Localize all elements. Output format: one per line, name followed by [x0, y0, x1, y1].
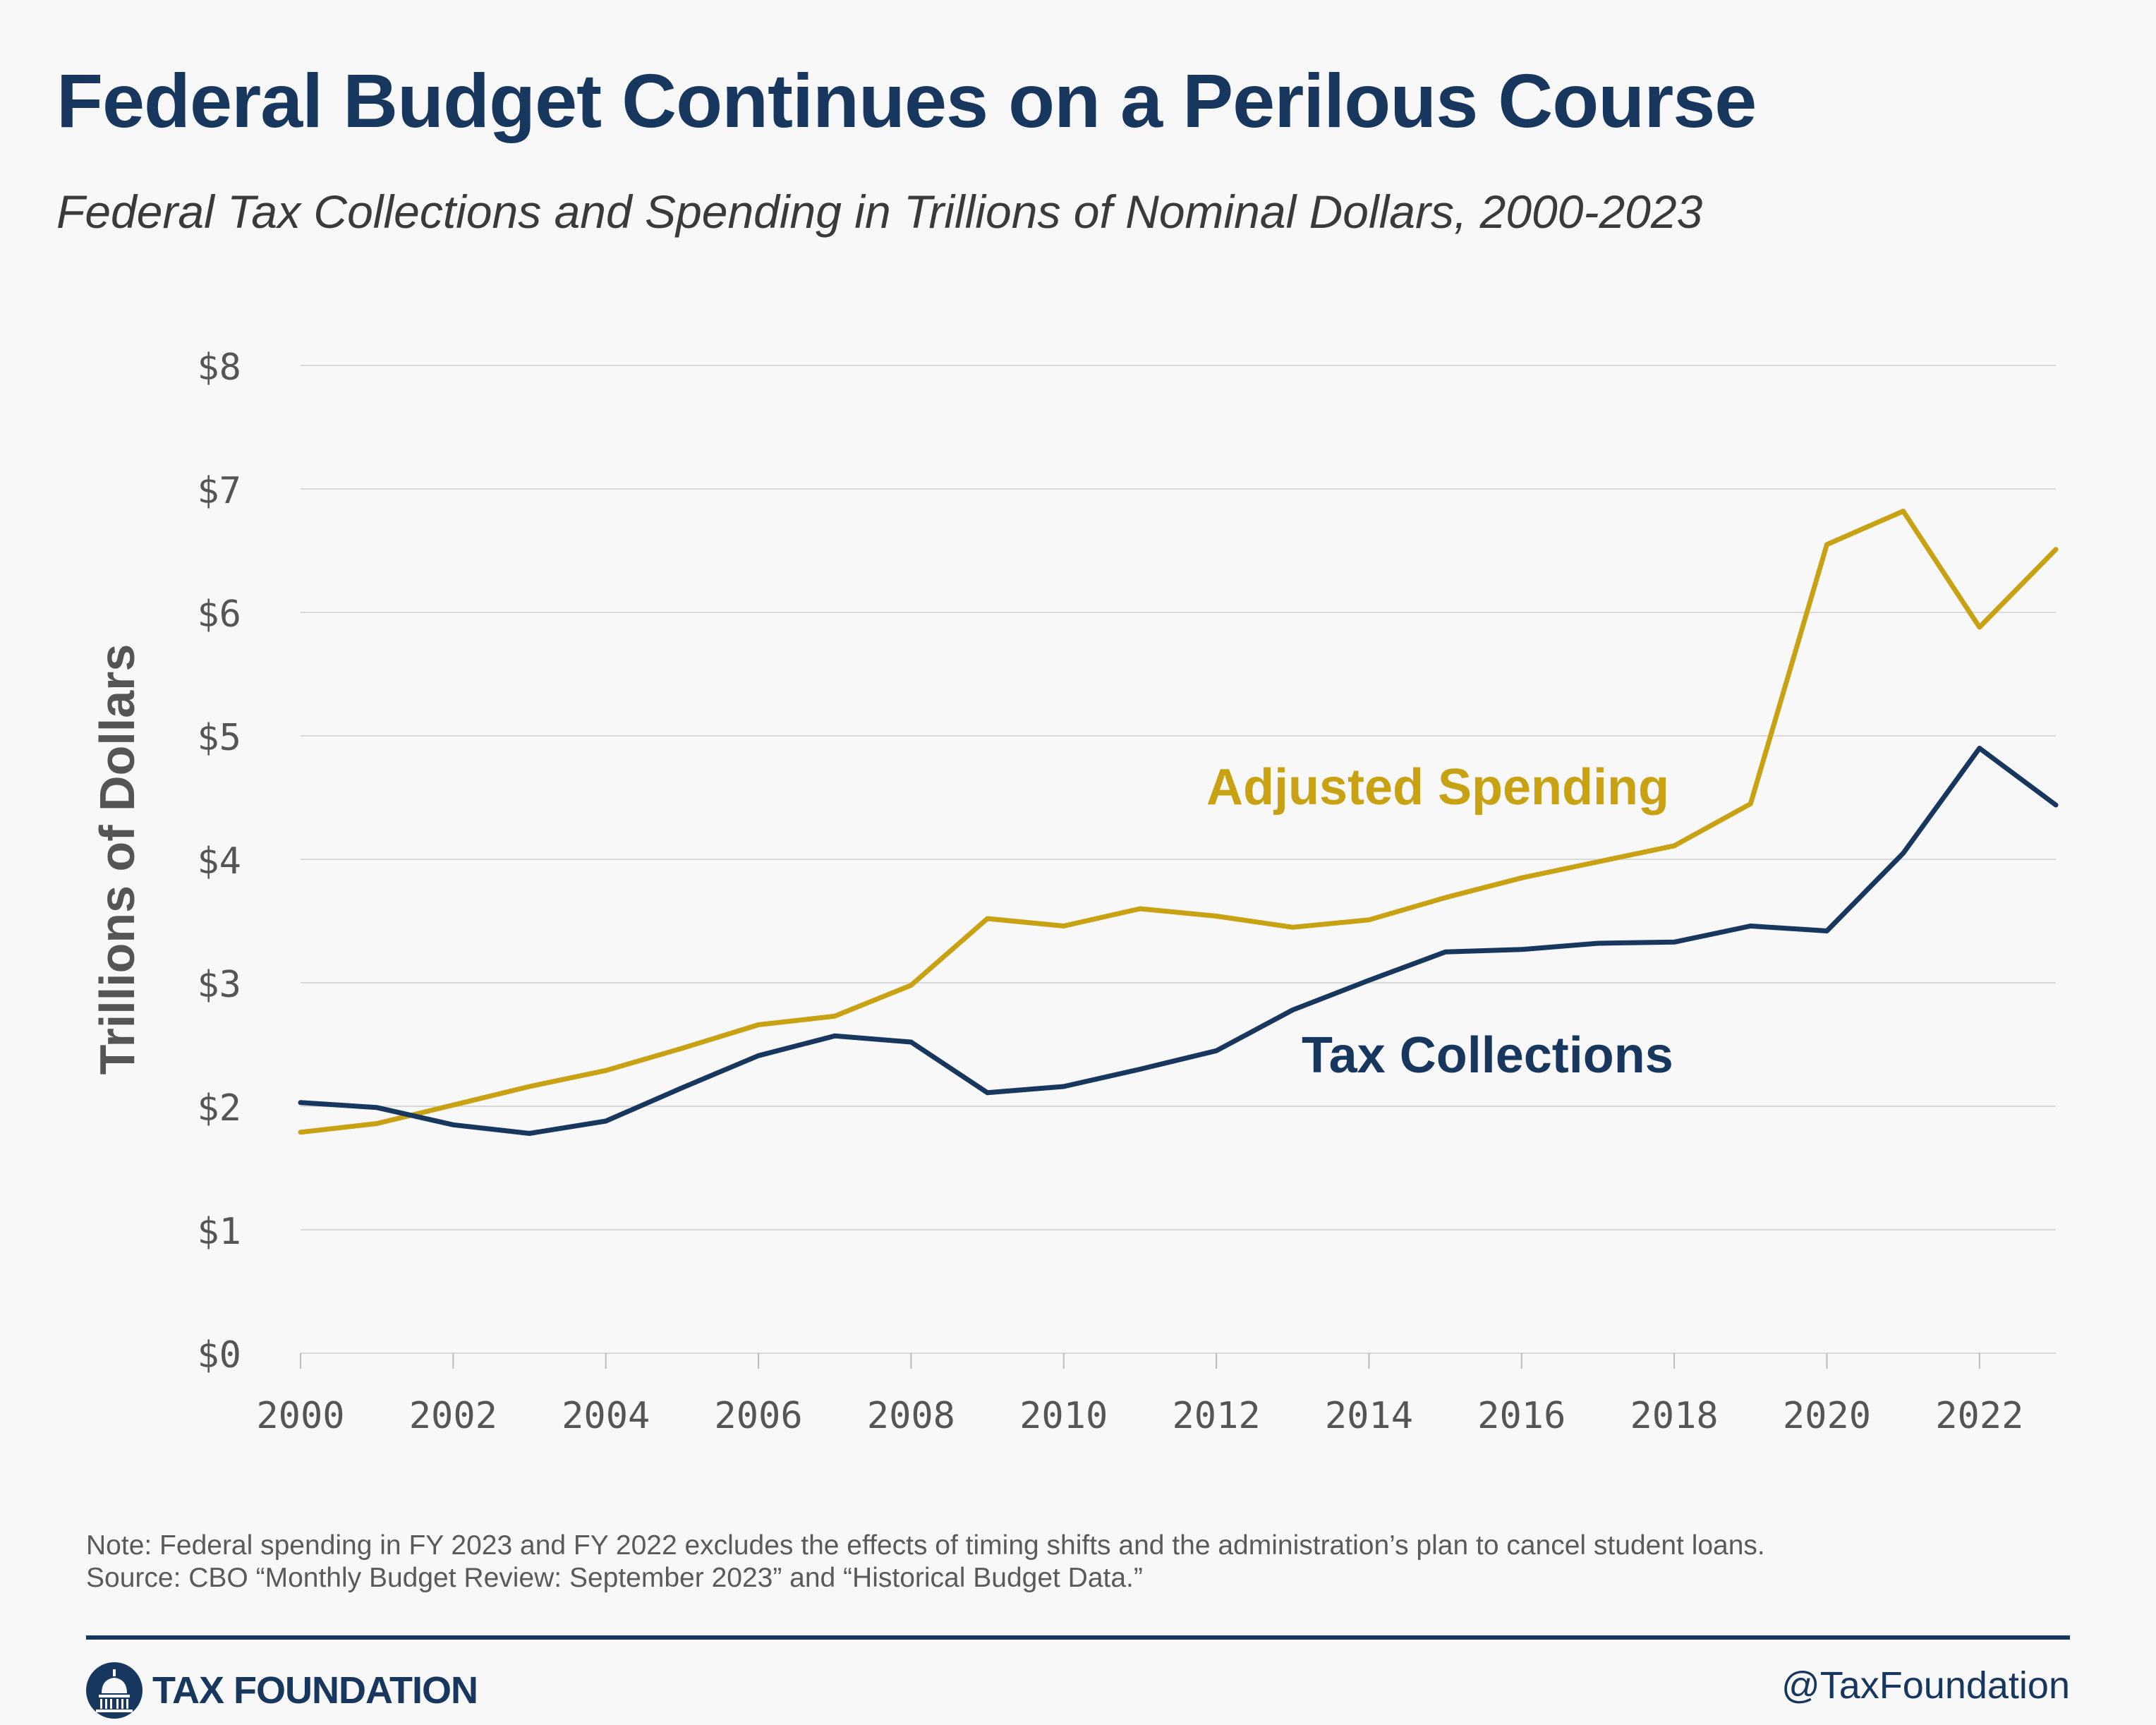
- footnote: Note: Federal spending in FY 2023 and FY…: [86, 1530, 1765, 1594]
- series-lines: [298, 509, 2059, 1136]
- grid-lines: [301, 365, 2056, 1354]
- x-tick-label: 2022: [1935, 1395, 2023, 1437]
- capitol-dome-icon: [86, 1662, 143, 1719]
- y-tick-label: $3: [197, 964, 241, 1006]
- note-text: Note: Federal spending in FY 2023 and FY…: [86, 1530, 1765, 1561]
- x-axis: 2000 2002 2004 2006 2008 2010 2012 2014 2016 2018…: [256, 1352, 2056, 1437]
- y-tick-label: $7: [197, 470, 241, 512]
- x-tick-label: 2014: [1325, 1395, 1413, 1437]
- social-handle[interactable]: @TaxFoundation: [1781, 1664, 2070, 1707]
- x-tick-label: 2000: [256, 1395, 344, 1437]
- series-label-adjusted-spending: Adjusted Spending: [1206, 759, 1669, 816]
- y-tick-label: $2: [197, 1087, 241, 1130]
- y-tick-labels: $0 $1 $2 $3 $4 $5 $6 $7 $8: [197, 346, 241, 1376]
- series-label-tax-collections: Tax Collections: [1302, 1027, 1673, 1084]
- logo-text: TAX FOUNDATION: [152, 1669, 478, 1712]
- x-tick-label: 2004: [562, 1395, 650, 1437]
- tax-foundation-logo: TAX FOUNDATION: [86, 1662, 478, 1719]
- x-tick-label: 2012: [1172, 1395, 1260, 1437]
- footer-divider: [86, 1635, 2070, 1640]
- x-tick-label: 2010: [1019, 1395, 1108, 1437]
- y-tick-label: $1: [197, 1211, 241, 1253]
- x-tick-label: 2002: [409, 1395, 497, 1437]
- line-chart: $0$1$2$3$4$5$6$7$8 2000 2002 2004 2006 2008 2…: [90, 346, 2059, 1437]
- source-text: Source: CBO “Monthly Budget Review: Sept…: [86, 1563, 1143, 1593]
- chart-title: Federal Budget Continues on a Perilous C…: [56, 58, 1757, 143]
- x-tick-label: 2018: [1630, 1395, 1719, 1437]
- y-tick-label: $4: [197, 840, 241, 883]
- chart-subtitle: Federal Tax Collections and Spending in …: [56, 186, 1703, 238]
- x-tick-label: 2016: [1477, 1395, 1565, 1437]
- x-tick-label: 2020: [1783, 1395, 1871, 1437]
- y-tick-label: $6: [197, 593, 241, 636]
- series-line-adjusted-spending: [298, 509, 2059, 1135]
- y-tick-label: $0: [197, 1334, 241, 1376]
- x-tick-label: 2008: [867, 1395, 955, 1437]
- y-tick-label: $8: [197, 346, 241, 389]
- series-line-tax-collections: [298, 746, 2059, 1136]
- y-axis-label: Trillions of Dollars: [90, 644, 145, 1075]
- x-tick-label: 2006: [714, 1395, 802, 1437]
- y-tick-label: $5: [197, 717, 241, 759]
